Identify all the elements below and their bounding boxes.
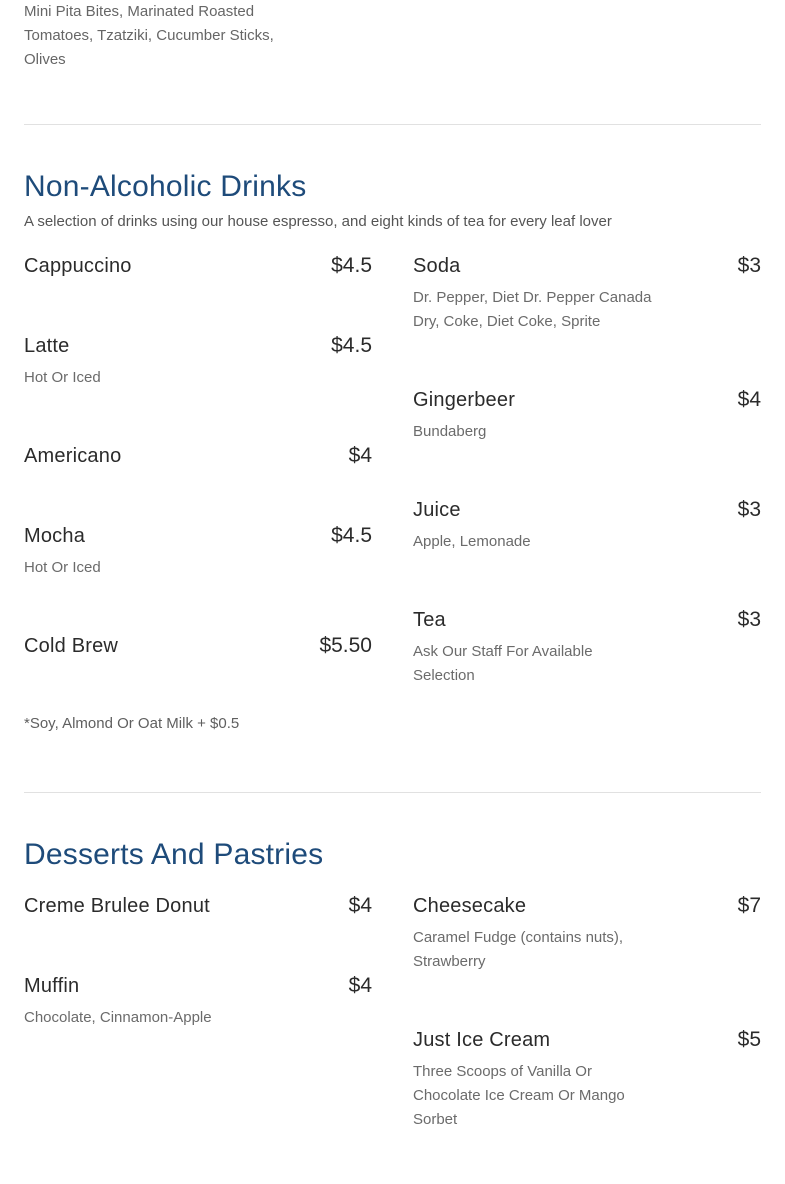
item-head: Soda $3 — [413, 252, 761, 280]
item-head: Gingerbeer $4 — [413, 386, 761, 414]
item-name: Muffin — [24, 975, 80, 997]
item-name: Gingerbeer — [413, 389, 516, 411]
menu-item-cheesecake: Cheesecake $7 Caramel Fudge (contains nu… — [413, 892, 761, 974]
item-name: Creme Brulee Donut — [24, 895, 210, 917]
item-name: Cappuccino — [24, 255, 132, 277]
menu-item-tea: Tea $3 Ask Our Staff For Available Selec… — [413, 606, 761, 688]
menu-item-soda: Soda $3 Dr. Pepper, Diet Dr. Pepper Cana… — [413, 252, 761, 334]
menu-item-latte: Latte $4.5 Hot Or Iced — [24, 332, 372, 390]
item-description: Apple, Lemonade — [413, 533, 531, 550]
item-head: Mocha $4.5 — [24, 522, 372, 550]
section-non-alcoholic-drinks: Non-Alcoholic Drinks A selection of drin… — [24, 168, 761, 740]
item-head: Muffin $4 — [24, 972, 372, 1000]
item-head: Juice $3 — [413, 496, 761, 524]
item-head: Latte $4.5 — [24, 332, 372, 360]
item-head: Americano $4 — [24, 442, 372, 470]
section-desserts-and-pastries: Desserts And Pastries Creme Brulee Donut… — [24, 836, 761, 1184]
item-description: Caramel Fudge (contains nuts), Strawberr… — [413, 929, 624, 970]
item-price: $5.50 — [319, 634, 372, 657]
item-name: Juice — [413, 499, 461, 521]
menu-item-muffin: Muffin $4 Chocolate, Cinnamon-Apple — [24, 972, 372, 1030]
item-head: Tea $3 — [413, 606, 761, 634]
milk-substitute-footnote: *Soy, Almond Or Oat Milk + $0.5 — [24, 715, 240, 732]
item-price: $4 — [348, 444, 372, 467]
menu-column-left: Creme Brulee Donut $4 Muffin $4 Chocolat… — [24, 892, 372, 1184]
item-description: Chocolate, Cinnamon-Apple — [24, 1009, 212, 1026]
item-price: $4.5 — [331, 334, 372, 357]
item-description: Hot Or Iced — [24, 369, 101, 386]
section-divider — [24, 124, 761, 125]
item-description: Hot Or Iced — [24, 559, 101, 576]
item-head: Cold Brew $5.50 — [24, 632, 372, 660]
item-head: Creme Brulee Donut $4 — [24, 892, 372, 920]
item-head: Just Ice Cream $5 — [413, 1026, 761, 1054]
menu-item-cappuccino: Cappuccino $4.5 — [24, 252, 372, 280]
item-description: Three Scoops of Vanilla Or Chocolate Ice… — [413, 1063, 625, 1128]
item-description: Dr. Pepper, Diet Dr. Pepper Canada Dry, … — [413, 289, 652, 330]
menu-item-mocha: Mocha $4.5 Hot Or Iced — [24, 522, 372, 580]
item-price: $3 — [737, 608, 761, 631]
item-description: Ask Our Staff For Available Selection — [413, 643, 593, 684]
item-price: $4 — [348, 974, 372, 997]
menu-item-cold-brew: Cold Brew $5.50 — [24, 632, 372, 660]
item-price: $5 — [737, 1028, 761, 1051]
item-description: Bundaberg — [413, 423, 487, 440]
item-name: Soda — [413, 255, 461, 277]
menu-column-right: Cheesecake $7 Caramel Fudge (contains nu… — [413, 892, 761, 1184]
item-price: $4.5 — [331, 524, 372, 547]
section-subtitle: A selection of drinks using our house es… — [24, 213, 612, 230]
menu-item-just-ice-cream: Just Ice Cream $5 Three Scoops of Vanill… — [413, 1026, 761, 1132]
item-name: Latte — [24, 335, 70, 357]
item-head: Cappuccino $4.5 — [24, 252, 372, 280]
item-name: Cold Brew — [24, 635, 119, 657]
menu-item-americano: Americano $4 — [24, 442, 372, 470]
item-name: Cheesecake — [413, 895, 527, 917]
menu-item-gingerbeer: Gingerbeer $4 Bundaberg — [413, 386, 761, 444]
previous-item-description: Mini Pita Bites, Marinated Roasted Tomat… — [24, 3, 274, 68]
item-name: Just Ice Cream — [413, 1029, 551, 1051]
item-head: Cheesecake $7 — [413, 892, 761, 920]
item-name: Mocha — [24, 525, 86, 547]
item-price: $7 — [737, 894, 761, 917]
menu-column-right: Soda $3 Dr. Pepper, Diet Dr. Pepper Cana… — [413, 252, 761, 740]
item-price: $4 — [737, 388, 761, 411]
item-price: $3 — [737, 254, 761, 277]
item-price: $4 — [348, 894, 372, 917]
item-name: Americano — [24, 445, 122, 467]
menu-grid: Creme Brulee Donut $4 Muffin $4 Chocolat… — [24, 892, 761, 1184]
section-title: Non-Alcoholic Drinks — [24, 170, 307, 203]
item-price: $4.5 — [331, 254, 372, 277]
section-title: Desserts And Pastries — [24, 838, 324, 871]
menu-item-creme-brulee-donut: Creme Brulee Donut $4 — [24, 892, 372, 920]
section-divider — [24, 792, 761, 793]
menu-grid: Cappuccino $4.5 Latte $4.5 Hot Or Iced A… — [24, 252, 761, 740]
menu-column-left: Cappuccino $4.5 Latte $4.5 Hot Or Iced A… — [24, 252, 372, 740]
item-name: Tea — [413, 609, 446, 631]
item-price: $3 — [737, 498, 761, 521]
menu-item-juice: Juice $3 Apple, Lemonade — [413, 496, 761, 554]
